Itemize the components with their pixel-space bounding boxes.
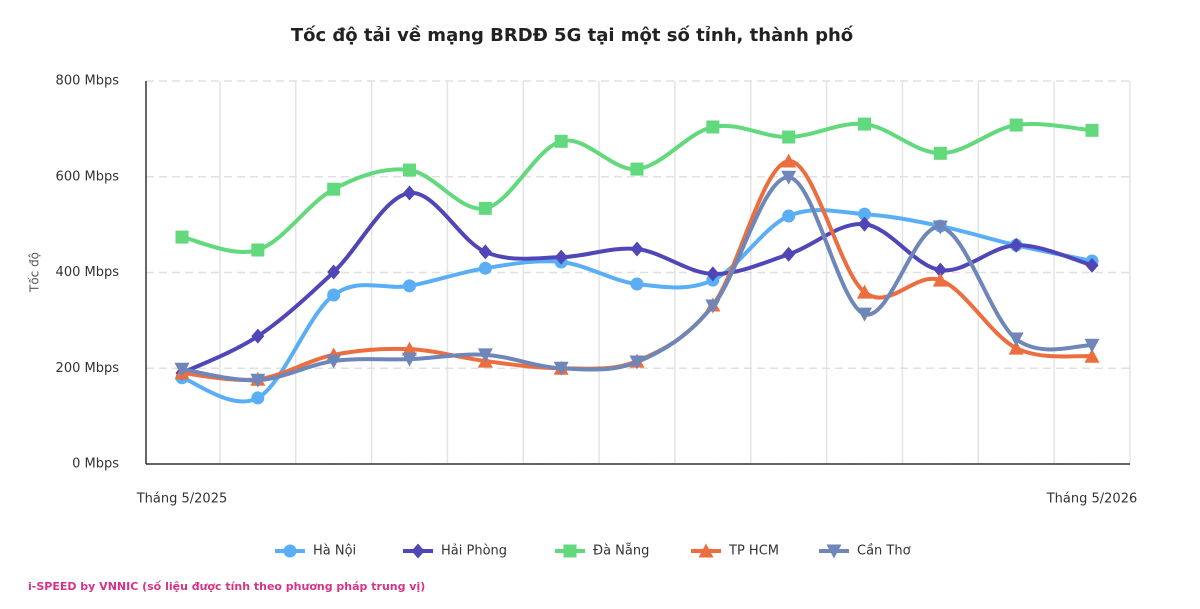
marker xyxy=(251,243,265,257)
marker xyxy=(857,284,872,299)
marker xyxy=(706,266,720,282)
legend-label: TP HCM xyxy=(728,544,779,559)
marker xyxy=(629,355,645,370)
marker xyxy=(630,277,644,291)
marker xyxy=(932,272,948,287)
marker xyxy=(933,146,947,160)
series-line xyxy=(181,175,1093,383)
marker xyxy=(1008,332,1024,347)
source-note: i-SPEED by VNNIC (số liệu được tính theo… xyxy=(28,580,425,593)
marker xyxy=(327,264,341,280)
marker xyxy=(1085,257,1099,273)
marker xyxy=(563,544,577,558)
marker xyxy=(705,299,721,314)
marker xyxy=(630,241,644,257)
marker xyxy=(283,544,297,558)
marker xyxy=(630,162,644,176)
marker xyxy=(1009,237,1023,253)
marker xyxy=(1008,340,1024,355)
y-tick-label: 800 Mbps xyxy=(56,74,120,89)
y-axis-title: Tốc độ xyxy=(28,252,42,293)
y-tick-label: 600 Mbps xyxy=(56,169,120,184)
marker xyxy=(858,216,871,232)
marker xyxy=(250,373,266,388)
marker xyxy=(403,279,416,293)
legend-label: Hải Phòng xyxy=(441,544,507,559)
marker xyxy=(175,230,189,244)
x-tick-label: Tháng 5/2025 xyxy=(136,492,228,507)
marker xyxy=(327,182,341,196)
marker xyxy=(781,170,797,185)
marker xyxy=(553,361,569,376)
marker xyxy=(251,328,265,344)
series-line xyxy=(181,121,1093,254)
marker xyxy=(411,543,425,559)
marker xyxy=(478,261,492,275)
marker xyxy=(1009,118,1023,132)
marker xyxy=(782,246,796,262)
marker xyxy=(174,362,190,377)
marker xyxy=(781,153,797,168)
x-tick-label: Tháng 5/2026 xyxy=(1046,492,1138,507)
y-tick-label: 400 Mbps xyxy=(56,265,120,280)
marker xyxy=(782,209,796,223)
marker xyxy=(402,352,417,367)
marker xyxy=(477,348,493,363)
marker xyxy=(932,220,948,235)
marker xyxy=(1084,338,1100,353)
legend-label: Hà Nội xyxy=(313,544,356,559)
y-tick-label: 0 Mbps xyxy=(72,457,119,472)
chart-title: Tốc độ tải về mạng BRDĐ 5G tại một số tỉ… xyxy=(291,25,854,46)
marker xyxy=(698,543,714,558)
marker xyxy=(327,288,341,302)
marker xyxy=(478,201,492,215)
marker xyxy=(554,249,568,265)
marker xyxy=(857,307,872,322)
marker xyxy=(554,134,568,148)
marker xyxy=(402,341,417,356)
marker xyxy=(1084,348,1100,363)
marker xyxy=(933,262,947,278)
legend-label: Đà Nẵng xyxy=(593,544,649,559)
marker xyxy=(478,244,492,260)
marker xyxy=(251,391,265,405)
marker xyxy=(826,544,842,559)
marker xyxy=(706,120,720,134)
legend-label: Cần Thơ xyxy=(857,544,911,559)
y-tick-label: 200 Mbps xyxy=(56,361,120,376)
marker xyxy=(1085,123,1099,137)
marker xyxy=(858,117,871,131)
marker xyxy=(782,130,796,144)
marker xyxy=(326,354,342,369)
marker xyxy=(403,185,416,201)
marker xyxy=(403,163,416,177)
marker xyxy=(858,207,871,221)
